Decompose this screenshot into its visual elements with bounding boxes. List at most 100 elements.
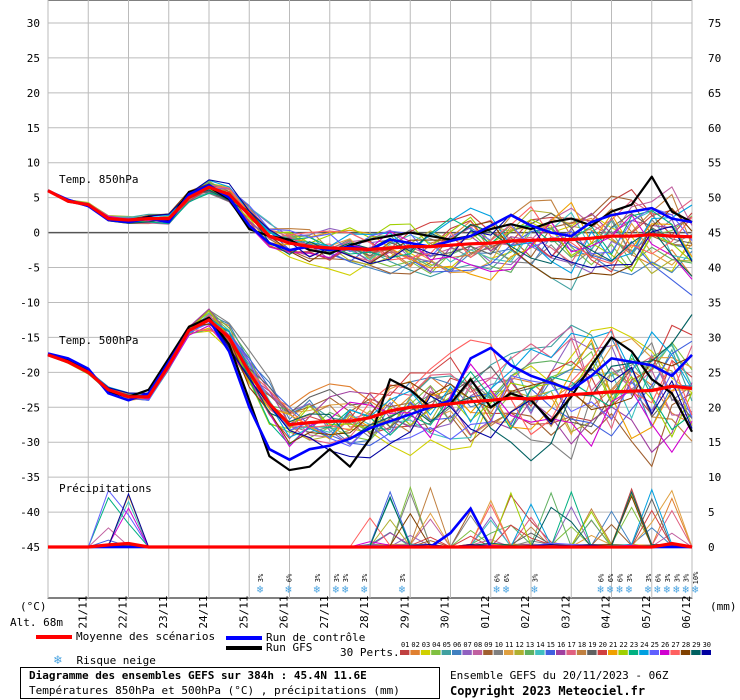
right-tick-label: 65 — [708, 87, 721, 100]
perturbation-id: 24 — [640, 641, 648, 649]
perturbation-id: 16 — [557, 641, 565, 649]
right-tick-label: 70 — [708, 52, 721, 65]
title-box: Diagramme des ensembles GEFS sur 384h : … — [20, 667, 440, 699]
perturbation-id: 30 — [703, 641, 711, 649]
perturbation-id: 01 — [401, 641, 409, 649]
snow-risk-marker: 3%❄ — [257, 573, 265, 596]
snow-risk-percent: 6% — [598, 573, 606, 582]
snow-risk-percent: 10% — [692, 571, 700, 584]
snow-risk-marker: 3%❄ — [626, 573, 634, 596]
perturbation-swatch — [483, 650, 493, 655]
left-tick-label: 25 — [27, 52, 40, 65]
x-tick-label: 28/11 — [358, 595, 371, 628]
perturbation-swatch — [545, 650, 555, 655]
perturbation-swatch — [670, 650, 680, 655]
perturbation-swatch — [472, 650, 483, 655]
x-tick-label: 30/11 — [439, 595, 452, 628]
perturbations-label: 30 Perts. — [340, 646, 400, 659]
snowflake-icon: ❄ — [682, 583, 689, 596]
snow-risk-percent: 6% — [654, 573, 662, 582]
right-tick-label: 25 — [708, 366, 721, 379]
perturbation-swatch — [514, 650, 524, 655]
perturbation-swatch — [462, 650, 472, 655]
legend-mean: Moyenne des scénarios — [36, 630, 215, 643]
perturbation-swatch — [431, 650, 441, 655]
left-tick-label: 5 — [33, 192, 40, 205]
snow-risk-percent: 3% — [683, 573, 691, 582]
legend-snow: ❄ Risque neige — [54, 653, 156, 668]
perturbation-id: 17 — [567, 641, 575, 649]
perturbation-swatch — [680, 650, 691, 655]
run-info: Ensemble GEFS du 20/11/2023 - 06Z — [450, 669, 669, 682]
snow-risk-marker: 6%❄ — [607, 573, 615, 596]
right-tick-label: 45 — [708, 227, 721, 240]
snow-risk-percent: 3% — [361, 573, 369, 582]
snow-risk-percent: 3% — [314, 573, 322, 582]
right-tick-label: 55 — [708, 157, 721, 170]
perturbation-id: 29 — [692, 641, 700, 649]
snow-risk-percent: 6% — [285, 573, 293, 582]
perturbation-swatch — [608, 650, 618, 655]
snow-risk-marker: 3%❄ — [399, 573, 407, 596]
snow-risk-marker: 6%❄ — [654, 573, 662, 596]
perturbation-swatch — [649, 650, 659, 655]
perturbation-line — [47, 179, 693, 274]
snow-risk-marker: 3%❄ — [342, 573, 350, 596]
moyenne-des-sc-narios-precip-line — [48, 541, 693, 549]
left-tick-label: -15 — [20, 331, 40, 344]
left-axis-unit: (°C) — [20, 600, 47, 613]
left-tick-label: -35 — [20, 471, 40, 484]
x-tick-label: 25/11 — [237, 595, 250, 628]
snow-risk-percent: 3% — [664, 573, 672, 582]
snowflake-icon: ❄ — [493, 583, 500, 596]
snow-risk-percent: 3% — [531, 573, 539, 582]
left-tick-label: -10 — [20, 296, 40, 309]
perturbation-id: 25 — [651, 641, 659, 649]
snowflake-icon: ❄ — [607, 583, 614, 596]
snow-risk-percent: 6% — [494, 573, 502, 582]
snow-risk-marker: 6%❄ — [285, 573, 293, 596]
perturbation-id: 28 — [682, 641, 690, 649]
snowflake-icon: ❄ — [531, 583, 538, 596]
right-tick-label: 40 — [708, 262, 721, 275]
snowflake-icon: ❄ — [54, 653, 62, 668]
snow-risk-marker: 3%❄ — [314, 573, 322, 596]
altitude-label: Alt. 68m — [10, 616, 63, 629]
perturbation-swatch — [524, 650, 535, 655]
perturbation-id: 26 — [661, 641, 669, 649]
perturbation-id: 06 — [453, 641, 461, 649]
right-tick-label: 50 — [708, 192, 721, 205]
perturbation-id: 03 — [422, 641, 430, 649]
right-tick-label: 0 — [708, 541, 715, 554]
perturbation-swatch — [441, 650, 451, 655]
perturbation-swatch — [628, 650, 639, 655]
snowflake-icon: ❄ — [342, 583, 349, 596]
perturbation-swatch — [410, 650, 420, 655]
snow-risk-percent: 3% — [257, 573, 265, 582]
left-tick-label: -5 — [27, 262, 40, 275]
right-tick-label: 5 — [708, 506, 715, 519]
legend-mean-label: Moyenne des scénarios — [76, 630, 216, 643]
x-tick-label: 06/12 — [680, 595, 693, 628]
legend-gfs: Run GFS — [226, 641, 312, 654]
perturbation-swatch — [660, 650, 670, 655]
snow-risk-marker: 3%❄ — [673, 573, 681, 596]
perturbation-swatch — [597, 650, 607, 655]
right-axis-unit: (mm) — [710, 600, 737, 613]
snow-risk-percent: 6% — [607, 573, 615, 582]
perturbation-swatch — [639, 650, 649, 655]
x-tick-label: 03/12 — [559, 595, 572, 628]
panel-label-precip: Précipitations — [59, 482, 152, 495]
snow-risk-percent: 3% — [333, 573, 341, 582]
panel-label-t850: Temp. 850hPa — [59, 173, 138, 186]
snow-risk-percent: 6% — [503, 573, 511, 582]
right-tick-label: 30 — [708, 331, 721, 344]
legend-control: Run de contrôle — [226, 631, 365, 644]
left-tick-label: -30 — [20, 436, 40, 449]
right-tick-label: 15 — [708, 436, 721, 449]
legend-control-swatch — [226, 636, 262, 640]
snow-risk-percent: 3% — [626, 573, 634, 582]
x-tick-label: 24/11 — [197, 595, 210, 628]
perturbation-swatch — [504, 650, 514, 655]
snow-risk-marker: 6%❄ — [616, 573, 624, 596]
